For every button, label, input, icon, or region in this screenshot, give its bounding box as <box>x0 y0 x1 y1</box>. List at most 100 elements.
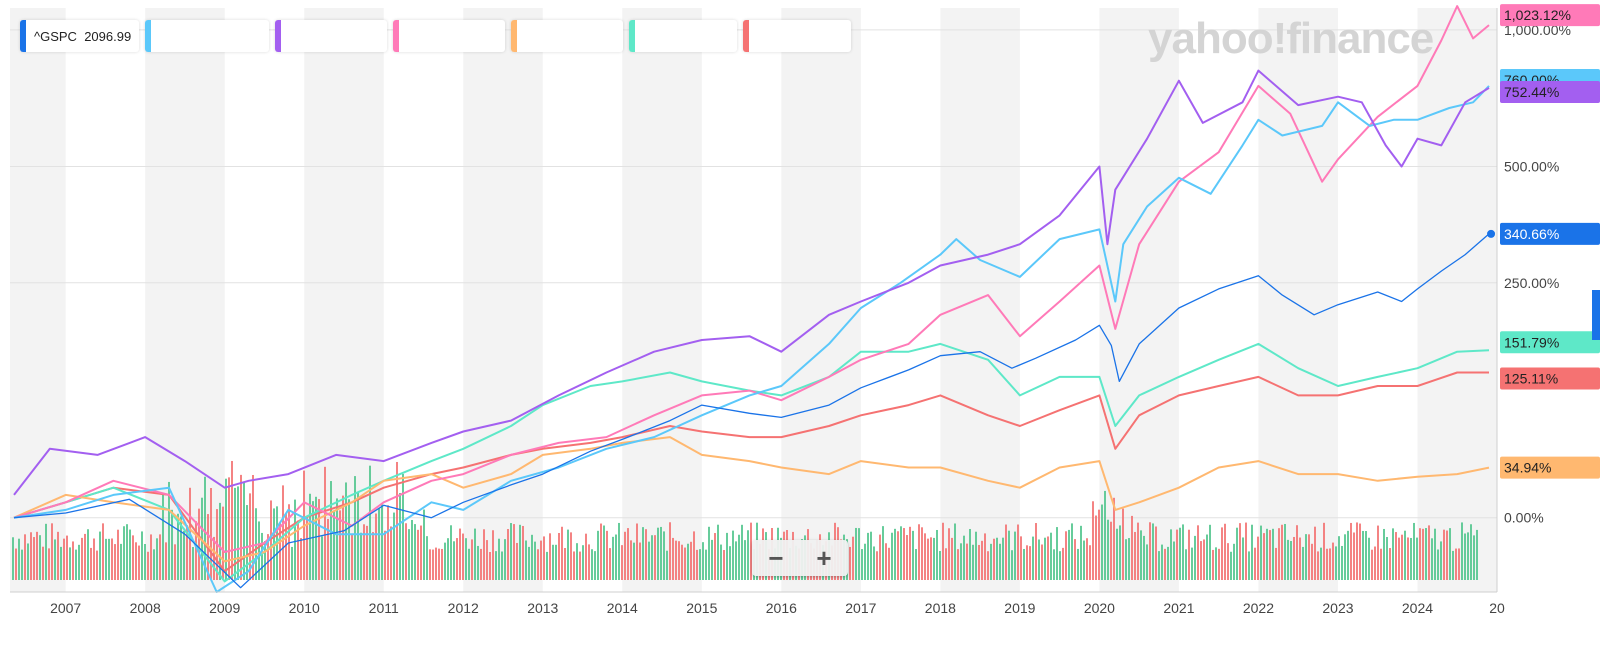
volume-bar <box>1167 546 1169 580</box>
volume-bar <box>864 543 866 580</box>
volume-bar <box>1026 545 1028 580</box>
volume-bar <box>252 474 254 580</box>
volume-bar <box>1179 527 1181 580</box>
volume-bar <box>1290 541 1292 580</box>
volume-bar <box>435 547 437 580</box>
series-line <box>13 69 1490 496</box>
volume-bar <box>480 548 482 580</box>
volume-bar <box>1071 523 1073 580</box>
series-end-dot <box>1487 229 1496 238</box>
volume-bar <box>615 534 617 580</box>
volume-bar <box>1272 528 1274 580</box>
volume-bar <box>885 543 887 580</box>
series-end-labels: 340.66%760.00%752.44%1,023.12%34.94%151.… <box>1500 4 1600 479</box>
volume-bar <box>117 529 119 580</box>
volume-bar <box>129 529 131 580</box>
volume-bar <box>1446 530 1448 580</box>
volume-bar <box>1407 537 1409 580</box>
volume-bar <box>1002 537 1004 580</box>
volume-bar <box>594 551 596 580</box>
volume-bar <box>99 531 101 580</box>
volume-bar <box>861 549 863 580</box>
volume-bar <box>729 546 731 580</box>
volume-bar <box>153 549 155 580</box>
volume-bar <box>21 549 23 580</box>
x-tick-label: 2021 <box>1163 600 1194 616</box>
volume-bar <box>1245 522 1247 580</box>
legend-chip-7[interactable] <box>743 20 852 52</box>
x-tick-label: 20 <box>1489 600 1505 616</box>
series-line <box>13 371 1489 573</box>
volume-bar <box>1209 524 1211 580</box>
volume-bar <box>1182 524 1184 580</box>
volume-bar <box>474 528 476 580</box>
volume-bar <box>1380 548 1382 580</box>
volume-bar <box>1260 525 1262 580</box>
volume-bar <box>498 538 500 580</box>
volume-bar <box>993 538 995 580</box>
volume-bar <box>408 529 410 580</box>
volume-bar <box>324 466 326 580</box>
volume-bar <box>714 533 716 580</box>
volume-bar <box>1191 547 1193 580</box>
volume-bar <box>1107 519 1109 580</box>
volume-bar <box>1434 528 1436 580</box>
legend-chip-6[interactable] <box>629 20 738 52</box>
volume-bar <box>1227 543 1229 580</box>
legend-chip-4[interactable] <box>393 20 506 52</box>
volume-bar <box>1110 521 1112 580</box>
volume-bar <box>972 544 974 580</box>
volume-bar <box>1350 522 1352 580</box>
volume-bar <box>735 541 737 580</box>
end-label-bg <box>1500 222 1600 245</box>
volume-bar <box>1293 536 1295 580</box>
volume-bar <box>1386 537 1388 580</box>
volume-bar <box>513 524 515 580</box>
volume-bar <box>1359 523 1361 580</box>
x-tick-label: 2019 <box>1004 600 1035 616</box>
volume-bar <box>1344 534 1346 580</box>
volume-bar <box>957 549 959 580</box>
volume-bar <box>315 496 317 580</box>
legend-chip-2[interactable] <box>145 20 270 52</box>
legend-chip-3[interactable] <box>275 20 388 52</box>
volume-bar <box>618 522 620 580</box>
volume-bar <box>1269 530 1271 580</box>
volume-bar <box>948 528 950 580</box>
legend-chip-gspc[interactable]: ^GSPC 2096.99 <box>20 20 140 52</box>
x-tick-label: 2016 <box>766 600 797 616</box>
volume-bar <box>1206 534 1208 580</box>
volume-bar <box>855 527 857 580</box>
volume-bar <box>999 543 1001 580</box>
volume-bar <box>1134 531 1136 580</box>
volume-bar <box>1374 546 1376 580</box>
volume-bar <box>369 465 371 580</box>
volume-bar <box>138 545 140 580</box>
volume-bar <box>261 532 263 580</box>
volume-bar <box>384 530 386 580</box>
volume-bar <box>393 512 395 580</box>
volume-bar <box>450 525 452 580</box>
volume-bar <box>708 526 710 580</box>
volume-bar <box>1236 527 1238 580</box>
volume-bar <box>990 543 992 580</box>
zoom-in-button[interactable]: + <box>816 542 832 573</box>
volume-bar <box>1011 550 1013 580</box>
volume-bar <box>1311 543 1313 580</box>
volume-bar <box>1050 532 1052 580</box>
zoom-out-button[interactable]: − <box>768 542 784 573</box>
volume-bar <box>1473 535 1475 580</box>
x-tick-label: 2013 <box>527 600 558 616</box>
volume-bar <box>1443 529 1445 580</box>
volume-bar <box>873 546 875 580</box>
volume-bar <box>663 531 665 580</box>
volume-bar <box>1221 527 1223 580</box>
volume-bar <box>1095 515 1097 580</box>
volume-bar <box>882 526 884 580</box>
legend-chip-5[interactable] <box>511 20 624 52</box>
volume-bar <box>156 538 158 580</box>
volume-bar <box>1257 536 1259 580</box>
volume-bar <box>975 531 977 580</box>
volume-bar <box>396 461 398 580</box>
